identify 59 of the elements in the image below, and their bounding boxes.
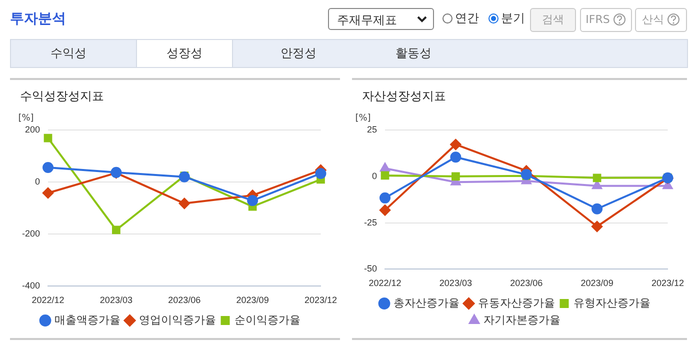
point bbox=[452, 172, 460, 181]
point bbox=[247, 195, 258, 206]
text: IFRS bbox=[586, 13, 610, 26]
point bbox=[380, 171, 390, 180]
point bbox=[450, 152, 462, 163]
x-tick-label: 2023/03 bbox=[439, 278, 472, 288]
point bbox=[450, 138, 462, 150]
legend-label: 영업이익증가율 bbox=[138, 313, 216, 326]
chart-title: 수익성장성지표 bbox=[20, 88, 104, 105]
point bbox=[44, 134, 52, 142]
legend-label: 순이익증가율 bbox=[234, 313, 300, 326]
point bbox=[112, 226, 120, 234]
x-tick-label: 2023/09 bbox=[236, 295, 269, 306]
text: 주재무제표 bbox=[337, 13, 397, 27]
point bbox=[592, 221, 603, 232]
point bbox=[592, 174, 602, 182]
x-tick-label: 2023/06 bbox=[510, 278, 543, 288]
point bbox=[520, 169, 532, 180]
y-tick-label: -200 bbox=[22, 228, 40, 239]
y-tick-label: 0 bbox=[35, 176, 40, 187]
x-tick-label: 2023/12 bbox=[651, 278, 684, 288]
x-tick-label: 2022/12 bbox=[32, 295, 64, 306]
text: 수익성 bbox=[50, 45, 88, 62]
text: 연간 bbox=[455, 10, 479, 27]
point bbox=[178, 198, 190, 209]
text: 분기 bbox=[501, 10, 525, 27]
y-tick-label: -25 bbox=[364, 217, 378, 228]
text: 안정성 bbox=[280, 45, 318, 62]
x-tick-label: 2023/09 bbox=[580, 278, 614, 288]
y-tick-label: -50 bbox=[364, 264, 378, 274]
chart-title: 자산성장성지표 bbox=[362, 88, 446, 105]
text: 성장성 bbox=[136, 39, 233, 67]
legend-label: 매출액증가율 bbox=[54, 313, 120, 326]
point bbox=[42, 162, 54, 173]
y-tick-label: -400 bbox=[22, 280, 40, 291]
point bbox=[592, 203, 603, 214]
x-tick-label: 2023/12 bbox=[304, 295, 338, 306]
legend-label: 총자산증가율 bbox=[393, 296, 460, 310]
text: 산식 bbox=[642, 13, 664, 26]
x-tick-label: 2023/06 bbox=[168, 295, 201, 306]
y-axis-title: [%] bbox=[18, 113, 34, 124]
point bbox=[380, 162, 390, 172]
legend-label: 유형자산증가율 bbox=[573, 296, 650, 310]
y-axis-title: [%] bbox=[355, 113, 371, 124]
text: 투자분석 bbox=[10, 10, 66, 28]
point bbox=[42, 188, 54, 198]
point bbox=[380, 204, 391, 216]
y-tick-label: 200 bbox=[24, 124, 40, 134]
y-tick-label: 0 bbox=[372, 170, 378, 181]
text: 검색 bbox=[530, 8, 576, 32]
legend-label: 자기자본증가율 bbox=[483, 313, 560, 326]
legend-label: 유동자산증가율 bbox=[478, 296, 555, 310]
x-tick-label: 2022/12 bbox=[368, 278, 402, 288]
point bbox=[178, 171, 190, 182]
point bbox=[380, 192, 391, 204]
x-tick-label: 2023/03 bbox=[100, 295, 132, 306]
text: 활동성 bbox=[394, 45, 432, 62]
y-tick-label: 25 bbox=[366, 124, 378, 134]
point bbox=[315, 168, 326, 179]
